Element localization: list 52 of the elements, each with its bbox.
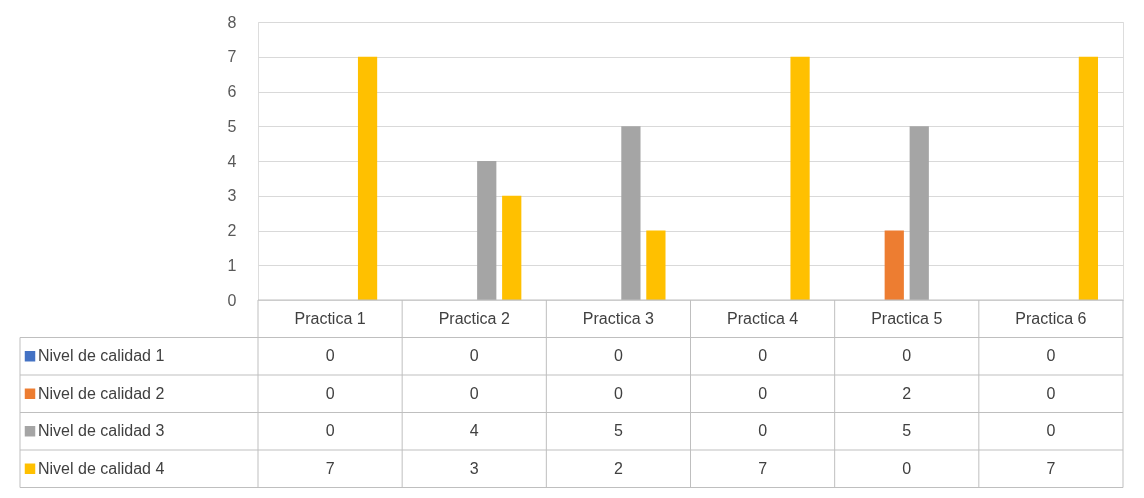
data-label: 7 [758,459,768,477]
legend-label: Nivel de calidad 1 [38,347,165,365]
x-tick-label: Practica 2 [438,309,510,327]
y-tick-label: 1 [227,256,237,274]
data-label: 0 [1046,384,1056,402]
data-label: 2 [902,384,912,402]
data-label: 0 [613,384,623,402]
legend-label: Nivel de calidad 3 [38,422,165,440]
bar [502,195,522,300]
data-label: 7 [325,459,335,477]
data-label: 7 [1046,459,1056,477]
data-label: 0 [325,384,335,402]
x-tick-label: Practica 1 [294,309,366,327]
legend-label: Nivel de calidad 2 [38,384,165,402]
data-label: 5 [902,422,912,440]
data-label: 0 [902,347,912,365]
data-label: 0 [469,347,479,365]
bar [884,230,904,300]
data-label: 3 [469,459,479,477]
y-tick-label: 6 [227,83,237,100]
legend-label: Nivel de calidad 4 [38,459,165,477]
x-tick-label: Practica 3 [582,309,655,327]
data-label: 0 [1046,347,1056,365]
y-tick-label: 2 [227,222,237,239]
x-tick-label: Practica 4 [727,309,799,327]
x-tick-label: Practica 5 [871,309,943,327]
y-tick-label: 4 [227,152,237,170]
x-tick-label: Practica 6 [1015,309,1087,327]
data-label: 0 [758,422,768,440]
bar [790,56,810,300]
data-label: 0 [325,347,335,365]
data-label: 0 [902,459,912,477]
data-label: 5 [613,422,623,440]
data-label: 0 [1046,422,1056,440]
data-label: 2 [613,459,623,477]
y-tick-label: 5 [227,117,237,135]
bar [909,126,929,300]
bar [646,230,666,300]
data-label: 0 [758,384,768,402]
data-label: 0 [613,347,623,365]
bar [477,161,497,300]
bar [621,126,641,300]
data-label: 4 [469,422,479,440]
bar [1078,56,1099,300]
y-tick-label: 3 [227,187,237,205]
data-label: 0 [758,347,768,365]
y-tick-label: 0 [227,291,237,309]
y-tick-label: 7 [227,48,237,66]
data-label: 0 [469,384,479,402]
bar [357,56,378,300]
y-tick-label: 8 [227,13,237,31]
data-label: 0 [325,422,335,440]
